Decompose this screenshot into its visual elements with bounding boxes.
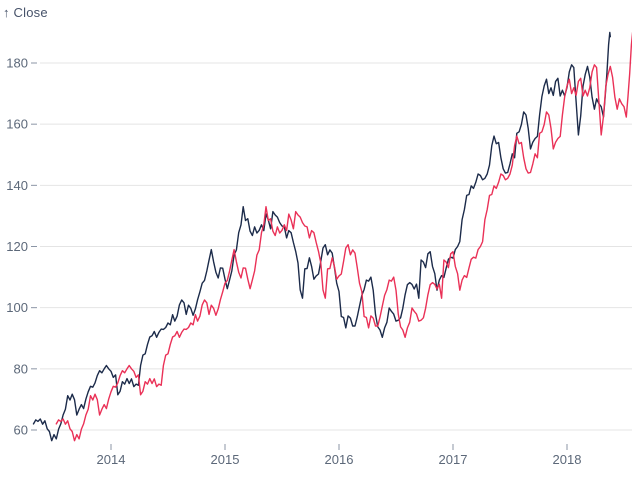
y-tick-label: 180 <box>6 56 28 71</box>
shifted-close-line <box>55 32 632 442</box>
y-tick-label: 100 <box>6 300 28 315</box>
y-grid <box>40 62 632 431</box>
y-tick-label: 120 <box>6 239 28 254</box>
y-axis-title: ↑ Close <box>3 5 48 20</box>
y-tick-label: 140 <box>6 178 28 193</box>
x-tick-label: 2015 <box>211 452 240 467</box>
y-tick-label: 160 <box>6 117 28 132</box>
close-line <box>32 31 611 442</box>
x-tick-label: 2018 <box>553 452 582 467</box>
y-axis: 60 80 100 120 140 160 180 <box>6 56 37 438</box>
y-tick-label: 60 <box>14 423 28 438</box>
x-tick-label: 2016 <box>325 452 354 467</box>
series-lines <box>32 31 632 442</box>
y-tick-label: 80 <box>14 361 28 376</box>
x-tick-label: 2017 <box>439 452 468 467</box>
x-tick-label: 2014 <box>97 452 126 467</box>
x-axis: 2014 2015 2016 2017 2018 <box>97 444 582 467</box>
